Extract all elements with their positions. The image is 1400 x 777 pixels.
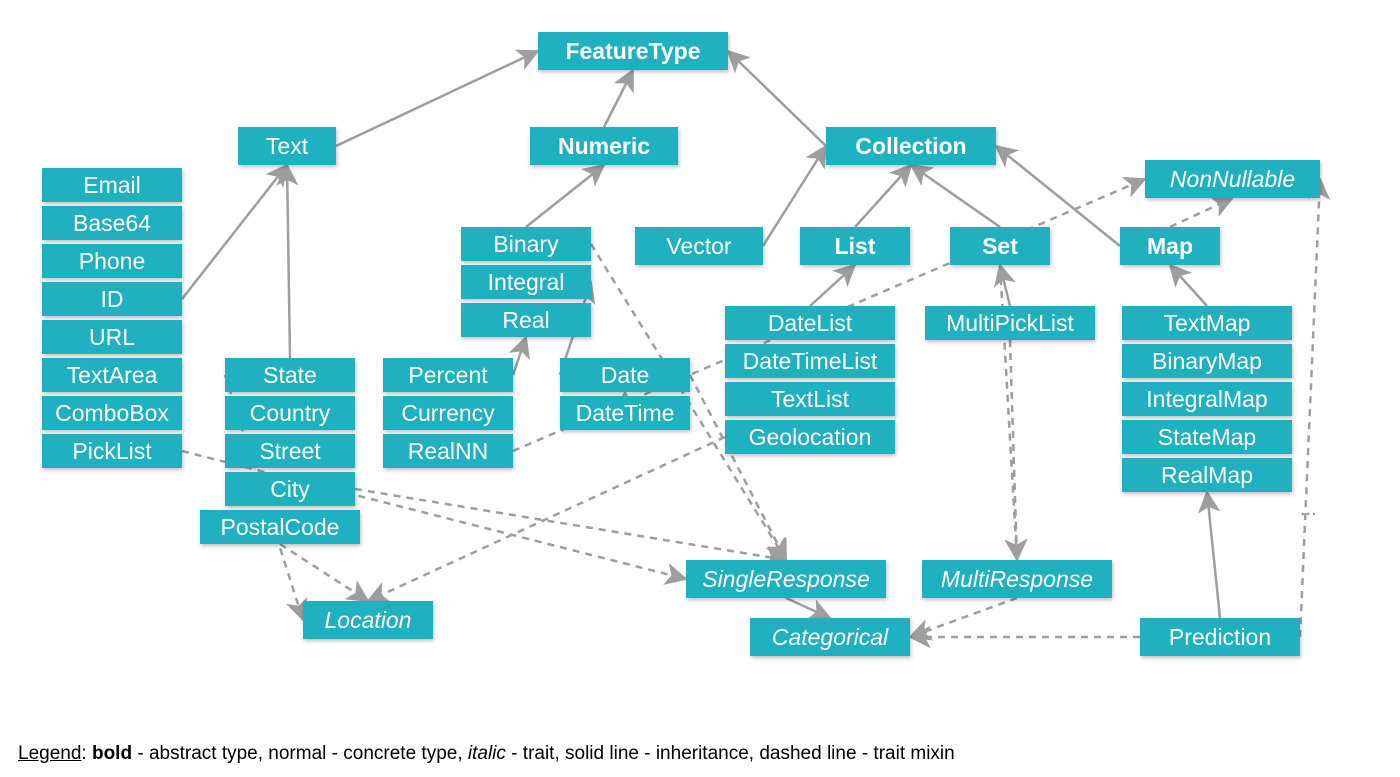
- edge-collection-to-featuretype: [728, 51, 826, 146]
- node-picklist: PickList: [42, 434, 182, 468]
- node-text: Text: [238, 127, 336, 165]
- node-state: State: [225, 358, 355, 392]
- node-geolocation: Geolocation: [725, 420, 895, 454]
- node-vector: Vector: [635, 227, 763, 265]
- node-singleresponse: SingleResponse: [686, 560, 886, 598]
- node-set: Set: [950, 227, 1050, 265]
- node-country: Country: [225, 396, 355, 430]
- edge-numeric-to-featuretype: [604, 70, 633, 127]
- node-datelist: DateList: [725, 306, 895, 340]
- node-multipicklist: MultiPickList: [925, 306, 1095, 340]
- node-id: ID: [42, 282, 182, 316]
- node-percent: Percent: [383, 358, 513, 392]
- node-combobox: ComboBox: [42, 396, 182, 430]
- edge-text-to-featuretype: [336, 51, 538, 146]
- edge-singleresponse-to-categorical: [786, 598, 830, 618]
- edge-set-to-collection: [911, 165, 1000, 227]
- edge-state-to-text: [287, 165, 290, 358]
- edge-textmap-to-map: [1170, 265, 1207, 306]
- diagram-canvas: Legend: bold - abstract type, normal - c…: [0, 0, 1400, 777]
- node-textarea: TextArea: [42, 358, 182, 392]
- node-numeric: Numeric: [530, 127, 678, 165]
- edge-prediction-to-realmap: [1207, 492, 1220, 618]
- node-binarymap: BinaryMap: [1122, 344, 1292, 378]
- edge-map-to-nonnullable: [1170, 198, 1233, 227]
- node-statemap: StateMap: [1122, 420, 1292, 454]
- edge-postalcode-to-location: [280, 544, 368, 601]
- node-datetime: DateTime: [560, 396, 690, 430]
- node-map: Map: [1120, 227, 1220, 265]
- edge-multiresponse-to-categorical: [910, 598, 1017, 637]
- node-realmap: RealMap: [1122, 458, 1292, 492]
- node-street: Street: [225, 434, 355, 468]
- node-email: Email: [42, 168, 182, 202]
- edge-id-to-text: [182, 165, 287, 299]
- edge-binary-to-numeric: [526, 165, 604, 227]
- edge-datelist-to-list: [810, 265, 855, 306]
- edge-percent-to-real: [513, 337, 526, 375]
- node-phone: Phone: [42, 244, 182, 278]
- node-location: Location: [303, 601, 433, 639]
- node-city: City: [225, 472, 355, 506]
- node-textmap: TextMap: [1122, 306, 1292, 340]
- node-prediction: Prediction: [1140, 618, 1300, 656]
- node-featuretype: FeatureType: [538, 32, 728, 70]
- node-url: URL: [42, 320, 182, 354]
- node-binary: Binary: [461, 227, 591, 261]
- edge-multipicklist-to-multiresponse: [1010, 340, 1017, 560]
- node-currency: Currency: [383, 396, 513, 430]
- node-realnn: RealNN: [383, 434, 513, 468]
- node-integral: Integral: [461, 265, 591, 299]
- edge-list-to-collection: [855, 165, 911, 227]
- node-real: Real: [461, 303, 591, 337]
- ellipsis: ...: [1300, 498, 1317, 521]
- node-nonnullable: NonNullable: [1145, 160, 1320, 198]
- node-datetimelist: DateTimeList: [725, 344, 895, 378]
- node-base64: Base64: [42, 206, 182, 240]
- legend-text: Legend: bold - abstract type, normal - c…: [18, 743, 955, 765]
- node-postalcode: PostalCode: [200, 510, 360, 544]
- edge-prediction-to-nonnullable: [1300, 179, 1320, 637]
- node-categorical: Categorical: [750, 618, 910, 656]
- node-integralmap: IntegralMap: [1122, 382, 1292, 416]
- edge-city-to-singleresponse: [355, 489, 786, 560]
- edge-multipicklist-to-set: [1000, 265, 1010, 306]
- node-date: Date: [560, 358, 690, 392]
- node-multiresponse: MultiResponse: [922, 560, 1112, 598]
- node-collection: Collection: [826, 127, 996, 165]
- node-list: List: [800, 227, 910, 265]
- node-textlist: TextList: [725, 382, 895, 416]
